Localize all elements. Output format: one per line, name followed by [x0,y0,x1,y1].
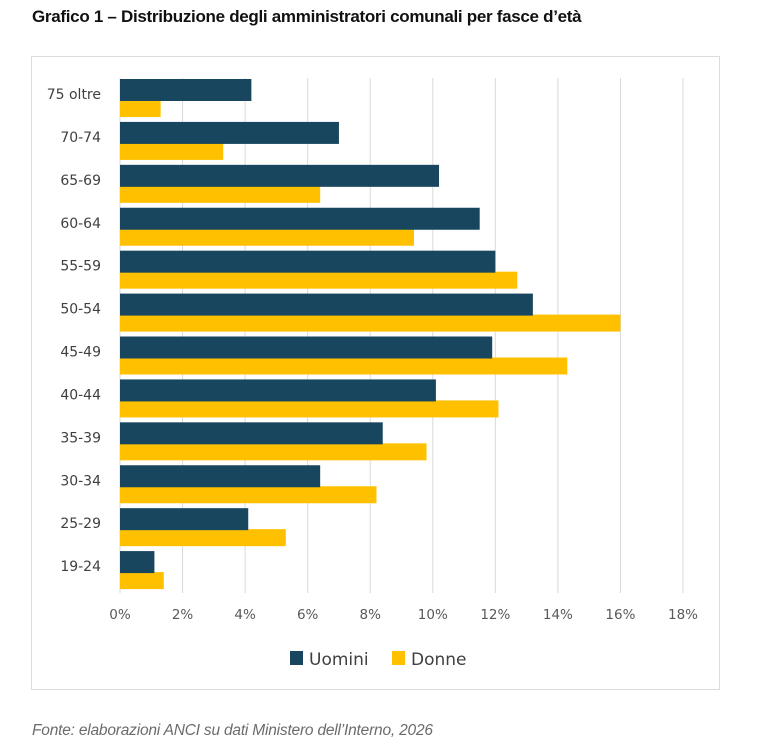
x-tick-label: 8% [360,607,382,623]
category-label: 55-59 [60,259,101,275]
bar-uomini [120,207,480,230]
legend-swatch [290,651,303,665]
bar-donne [120,228,415,246]
category-label: 75 oltre [47,87,101,103]
category-label: 25-29 [60,516,101,532]
category-label: 40-44 [60,387,101,403]
bar-donne [120,100,161,117]
bar-uomini [120,379,436,402]
category-label: 45-49 [60,345,101,361]
bar-uomini [120,465,321,488]
legend[interactable]: Uomini Donne [290,650,467,670]
category-label: 50-54 [60,302,101,318]
legend-item-donne[interactable]: Donne [392,650,467,670]
bar-uomini [120,422,383,445]
x-tick-label: 0% [109,607,131,623]
chart-title: Grafico 1 – Distribuzione degli amminist… [32,7,582,26]
x-tick-label: 16% [605,607,635,623]
bar-donne [120,314,621,332]
x-tick-label: 10% [418,607,448,623]
bar-uomini [120,250,496,273]
bar-uomini [120,293,533,316]
category-label: 60-64 [60,216,101,232]
bar-donne [120,529,286,547]
bar-donne [120,185,321,203]
bar-uomini [120,164,440,187]
bars [120,79,621,590]
bar-uomini [120,508,249,531]
source-note: Fonte: elaborazioni ANCI su dati Ministe… [32,722,433,739]
legend-label: Donne [411,650,467,670]
bar-uomini [120,79,252,101]
x-tick-label: 6% [297,607,319,623]
category-label: 30-34 [60,473,101,489]
bar-uomini [120,121,339,144]
category-label: 35-39 [60,430,101,446]
bar-donne [120,400,499,418]
category-label: 65-69 [60,173,101,189]
x-tick-label: 18% [668,607,698,623]
bar-donne [120,357,568,375]
legend-item-uomini[interactable]: Uomini [290,650,369,670]
bar-donne [120,572,164,590]
bar-donne [120,486,377,504]
x-tick-label: 2% [172,607,194,623]
bar-donne [120,271,518,289]
legend-label: Uomini [309,650,369,670]
category-labels: 75 oltre 70-74 65-69 60-64 55-59 50-54 45-49 40… [47,87,101,575]
x-tick-label: 14% [543,607,573,623]
x-tick-label: 4% [234,607,256,623]
x-tick-labels: 0% 2% 4% 6% 8% 10% 12% 14% 16% 18% [109,607,698,623]
x-tick-label: 12% [480,607,510,623]
bar-donne [120,443,427,461]
bar-uomini [120,336,493,359]
bar-donne [120,142,224,160]
category-label: 70-74 [60,130,101,146]
category-label: 19-24 [60,559,101,575]
bar-uomini [120,551,155,574]
gridlines [119,78,684,593]
legend-swatch [392,651,405,665]
